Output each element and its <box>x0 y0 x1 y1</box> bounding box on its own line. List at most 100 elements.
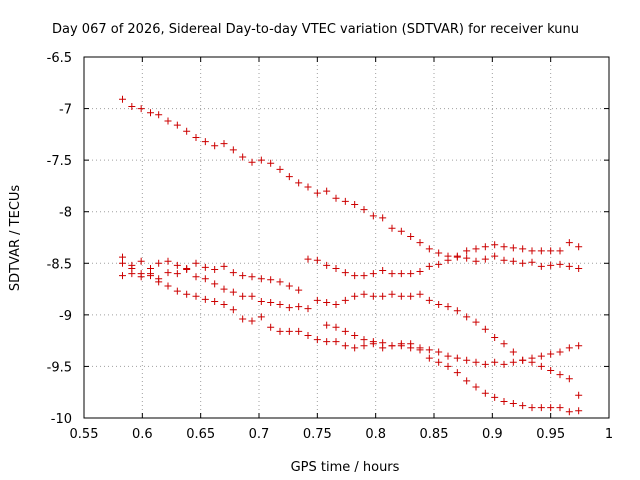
data-point <box>239 153 247 161</box>
x-tick-label: 0.55 <box>70 427 99 442</box>
data-point <box>528 404 536 412</box>
data-point <box>463 254 471 262</box>
data-point <box>565 262 573 270</box>
data-points <box>119 95 583 416</box>
data-point <box>547 404 555 412</box>
data-point <box>481 389 489 397</box>
series-track-2 <box>119 252 583 294</box>
data-point <box>575 407 583 415</box>
data-point <box>397 292 405 300</box>
data-point <box>239 272 247 280</box>
x-tick-label: 0.9 <box>482 427 503 442</box>
grid-lines <box>84 57 609 418</box>
data-point <box>183 290 191 298</box>
data-point <box>519 356 527 364</box>
data-point <box>351 200 359 208</box>
data-point <box>323 187 331 195</box>
data-point <box>137 257 145 265</box>
data-point <box>500 243 508 251</box>
data-point <box>285 304 293 312</box>
data-point <box>164 269 172 277</box>
data-point <box>323 298 331 306</box>
data-point <box>500 340 508 348</box>
axes: 0.55 0.6 0.65 0.7 0.75 0.8 0.85 0.9 0.95 1 -6.5 -7 -… <box>47 51 614 442</box>
data-point <box>528 358 536 366</box>
data-point <box>397 340 405 348</box>
data-point <box>547 261 555 269</box>
data-point <box>509 400 517 408</box>
data-point <box>509 244 517 252</box>
data-point <box>425 262 433 270</box>
data-point <box>295 327 303 335</box>
x-tick-label: 0.95 <box>536 427 565 442</box>
data-point <box>229 269 237 277</box>
data-point <box>332 264 340 272</box>
data-point <box>313 189 321 197</box>
data-point <box>379 292 387 300</box>
data-point <box>481 255 489 263</box>
data-point <box>509 257 517 265</box>
data-point <box>257 313 265 321</box>
data-point <box>155 259 163 267</box>
data-point <box>435 249 443 257</box>
data-point <box>481 360 489 368</box>
data-point <box>295 286 303 294</box>
data-point <box>435 348 443 356</box>
data-point <box>351 272 359 280</box>
data-point <box>575 264 583 272</box>
data-point <box>220 140 228 148</box>
data-point <box>220 285 228 293</box>
data-point <box>173 261 181 269</box>
data-point <box>537 404 545 412</box>
data-point <box>332 338 340 346</box>
data-point <box>444 303 452 311</box>
data-point <box>360 206 368 214</box>
data-point <box>341 269 349 277</box>
data-point <box>155 111 163 119</box>
data-point <box>285 327 293 335</box>
data-point <box>257 297 265 305</box>
y-tick-label: -7 <box>59 103 72 118</box>
data-point <box>211 142 219 150</box>
data-point <box>201 275 209 283</box>
data-point <box>407 292 415 300</box>
x-tick-label: 0.85 <box>420 427 449 442</box>
data-point <box>453 307 461 315</box>
data-point <box>481 325 489 333</box>
data-point <box>369 212 377 220</box>
data-point <box>407 340 415 348</box>
data-point <box>183 127 191 135</box>
data-point <box>547 247 555 255</box>
data-point <box>575 391 583 399</box>
y-tick-label: -6.5 <box>47 51 72 66</box>
data-point <box>192 259 200 267</box>
data-point <box>323 321 331 329</box>
data-point <box>491 334 499 342</box>
data-point <box>360 272 368 280</box>
data-point <box>128 103 136 111</box>
data-point <box>388 342 396 350</box>
data-point <box>500 397 508 405</box>
data-point <box>491 393 499 401</box>
data-point <box>119 272 126 280</box>
data-point <box>201 295 209 303</box>
data-point <box>295 179 303 187</box>
data-point <box>425 245 433 253</box>
data-point <box>164 117 172 125</box>
data-point <box>276 301 284 309</box>
data-point <box>201 263 209 271</box>
data-point <box>360 336 368 344</box>
data-point <box>360 342 368 350</box>
x-tick-label: 0.75 <box>303 427 332 442</box>
x-tick-label: 0.65 <box>186 427 215 442</box>
data-point <box>547 367 555 375</box>
data-point <box>128 270 136 278</box>
data-point <box>435 260 443 268</box>
data-point <box>192 292 200 300</box>
data-point <box>341 296 349 304</box>
data-point <box>137 273 145 281</box>
data-point <box>556 371 564 379</box>
data-point <box>416 268 424 276</box>
data-point <box>425 296 433 304</box>
data-point <box>239 315 247 323</box>
